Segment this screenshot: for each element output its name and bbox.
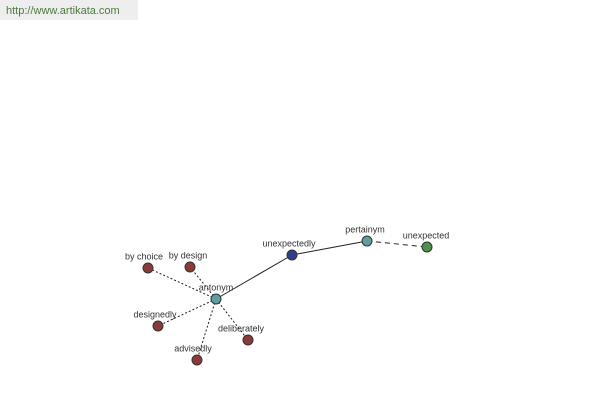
edge [215,254,293,300]
edge [189,266,217,300]
edge [147,267,217,300]
node[interactable] [286,249,298,261]
node-label: advisedly [174,343,212,353]
node-label: designedly [133,309,177,319]
node[interactable] [361,235,373,247]
edge [366,240,428,248]
node[interactable] [210,293,222,305]
node[interactable] [184,261,196,273]
node-label: antonym [199,282,234,292]
header-bar [0,0,138,20]
node[interactable] [242,334,254,346]
edges [147,240,428,361]
node[interactable] [152,320,164,332]
node[interactable] [421,241,433,253]
node[interactable] [142,262,154,274]
node-label: unexpected [403,230,450,240]
node-label: pertainym [345,224,385,234]
edge [196,298,217,361]
node-label: by design [169,250,208,260]
node[interactable] [191,354,203,366]
site-url[interactable]: http://www.artikata.com [6,5,120,17]
node-label: unexpectedly [262,238,316,248]
node-label: deliberately [218,323,265,333]
edge [291,240,368,256]
nodes: antonym unexpectedly pertainym unexpected by… [125,224,450,366]
node-label: by choice [125,251,163,261]
edge [215,298,249,341]
edge [157,298,217,327]
